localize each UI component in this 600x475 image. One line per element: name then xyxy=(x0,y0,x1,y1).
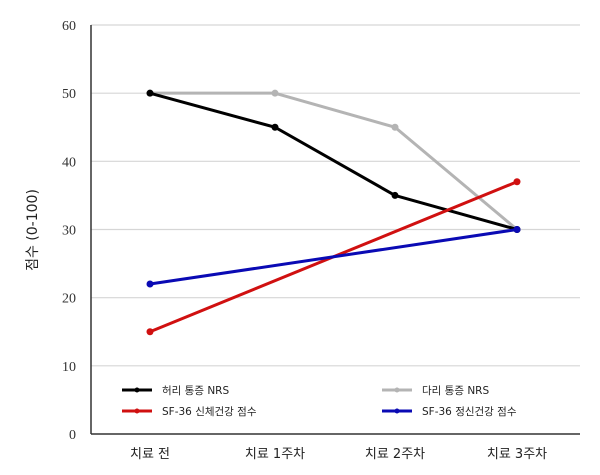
data-point xyxy=(391,123,399,131)
legend: 허리 통증 NRS 다리 통증 NRS SF-36 신체건강 점수 SF-36 정신건… xyxy=(122,385,517,418)
x-tick-label: 치료 1주차 xyxy=(245,447,305,462)
legend-item: 허리 통증 NRS xyxy=(122,385,229,397)
y-tick-label: 20 xyxy=(62,292,76,307)
data-point xyxy=(391,191,399,199)
series-lines xyxy=(146,89,521,336)
x-tick-label: 치료 3주차 xyxy=(487,447,547,462)
y-tick-label: 10 xyxy=(62,360,76,375)
y-axis-ticks: 0 10 20 30 40 50 60 xyxy=(62,19,76,443)
y-tick-label: 30 xyxy=(62,224,76,239)
legend-item: 다리 통증 NRS xyxy=(382,385,489,397)
axes xyxy=(90,25,580,435)
data-point xyxy=(146,89,154,97)
y-tick-label: 60 xyxy=(62,19,76,34)
data-point xyxy=(271,89,279,97)
x-tick-label: 치료 2주차 xyxy=(365,447,425,462)
legend-label: SF-36 신체건강 점수 xyxy=(162,406,257,418)
legend-item: SF-36 정신건강 점수 xyxy=(382,406,517,418)
data-point xyxy=(513,178,521,186)
legend-label: 허리 통증 NRS xyxy=(162,385,229,397)
y-tick-label: 50 xyxy=(62,87,76,102)
series-3 xyxy=(146,226,521,288)
data-point xyxy=(146,280,154,288)
y-tick-label: 40 xyxy=(62,155,76,170)
legend-label: SF-36 정신건강 점수 xyxy=(422,406,517,418)
x-axis-ticks: 치료 전 치료 1주차 치료 2주차 치료 3주차 xyxy=(130,447,547,462)
legend-item: SF-36 신체건강 점수 xyxy=(122,406,257,418)
legend-label: 다리 통증 NRS xyxy=(422,385,489,397)
gridlines xyxy=(91,24,580,367)
data-point xyxy=(513,226,521,233)
x-tick-label: 치료 전 xyxy=(130,447,170,462)
y-axis-label: 점수 (0-100) xyxy=(25,189,41,271)
data-point xyxy=(146,328,154,336)
y-tick-label: 0 xyxy=(69,428,76,443)
data-point xyxy=(271,123,279,131)
